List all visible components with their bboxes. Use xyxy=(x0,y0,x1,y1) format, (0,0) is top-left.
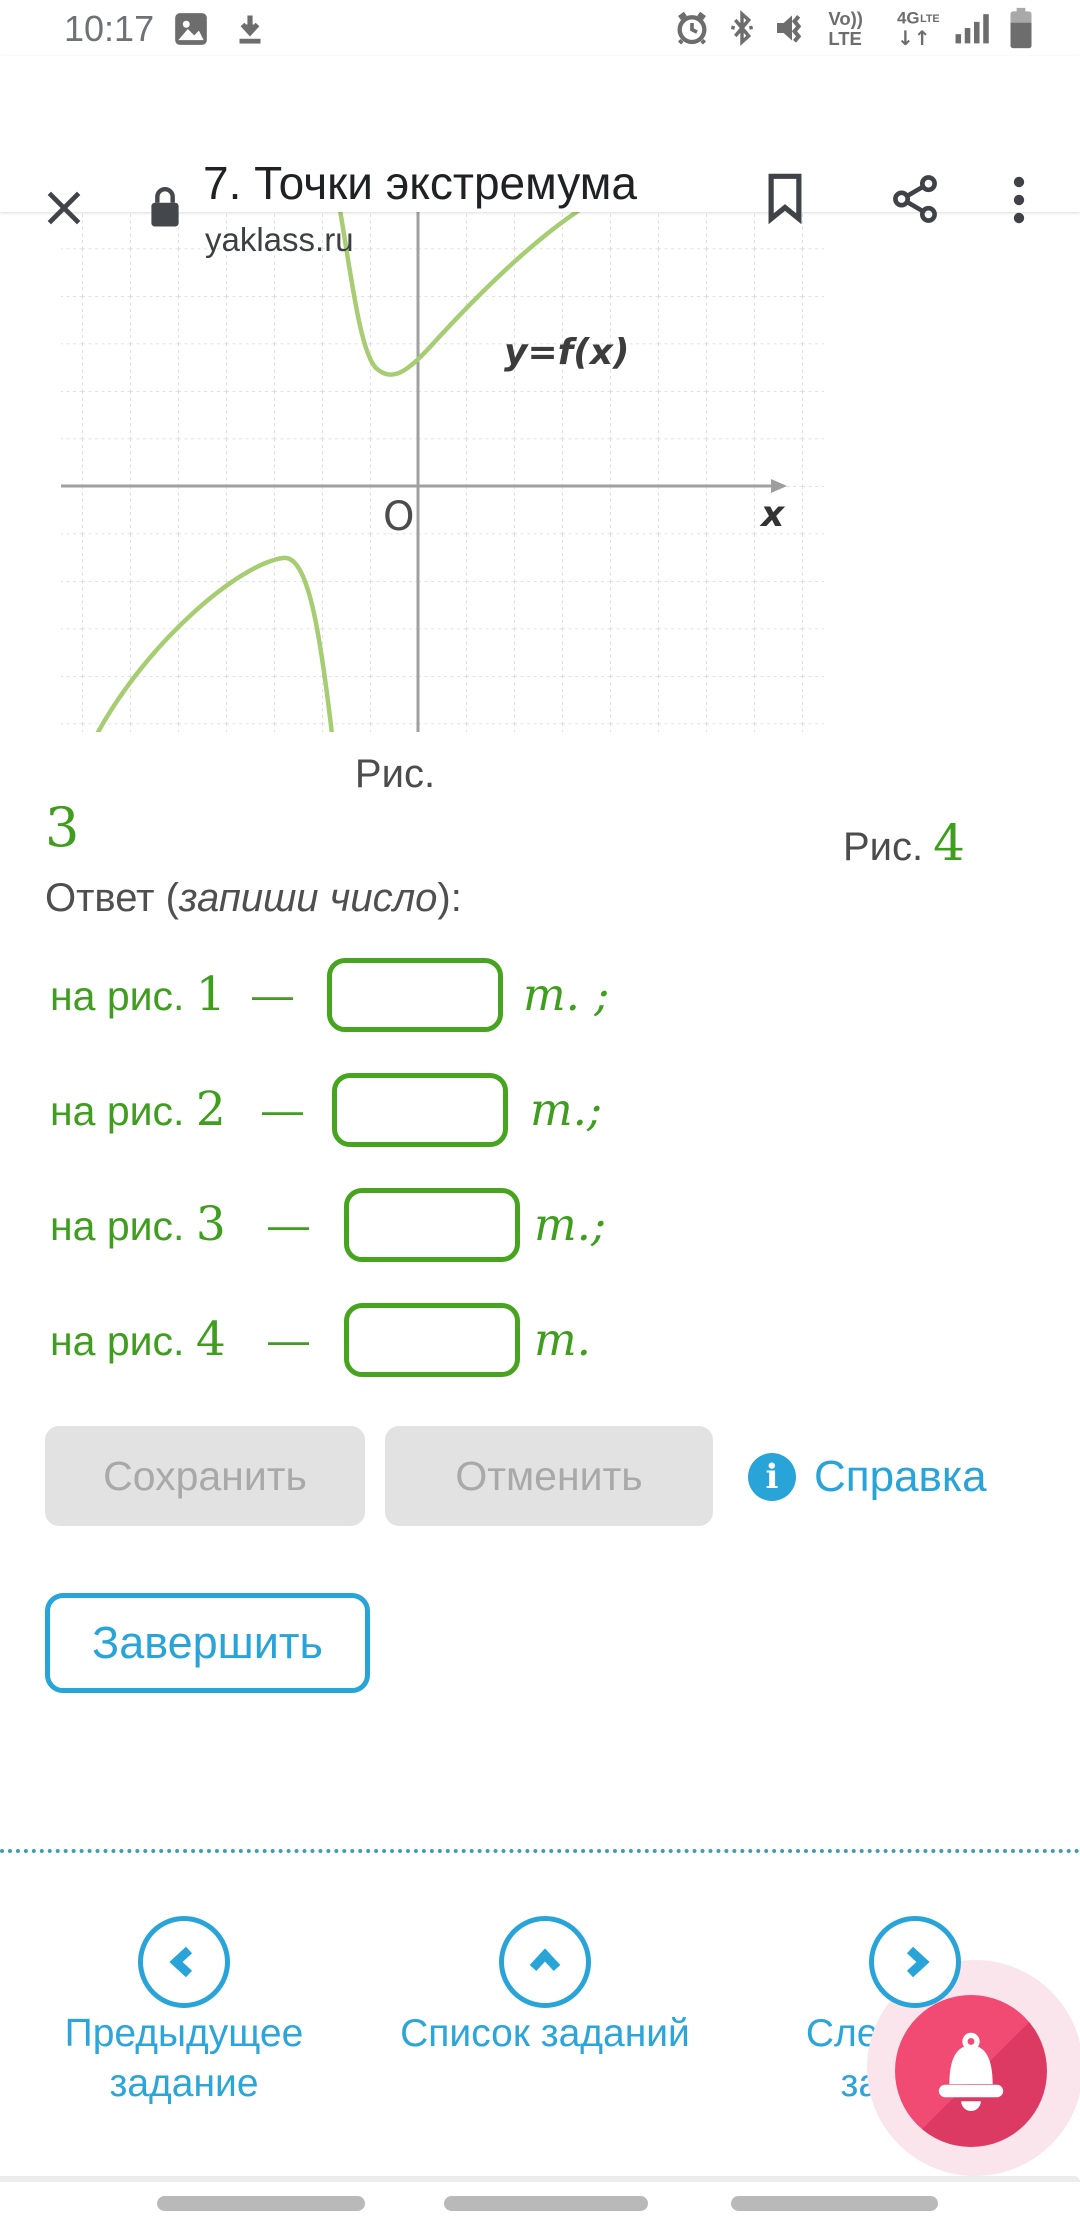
clock-time: 10:17 xyxy=(64,8,155,49)
dash: — xyxy=(268,1317,309,1363)
lock-icon[interactable] xyxy=(148,184,182,230)
figure3-number: 3 xyxy=(45,796,80,859)
signal-bars-icon xyxy=(955,14,989,44)
function-graph: y=f(x) O x xyxy=(61,212,824,732)
volte-icon: Vo)) LTE xyxy=(828,8,863,48)
row-unit: т.; xyxy=(530,1083,603,1136)
row-label: на рис. 4 xyxy=(50,1312,226,1367)
previous-task-label-line1[interactable]: Предыдущее xyxy=(64,2012,304,2055)
svg-text:Vo)): Vo)) xyxy=(828,8,863,29)
finish-button[interactable]: Завершить xyxy=(45,1593,370,1693)
photo-icon xyxy=(175,13,207,45)
row-unit: т. ; xyxy=(523,968,610,1021)
answer-prompt: Ответ (запиши число): xyxy=(45,876,462,920)
4g-lte-icon: 4G LTE ↓↑ xyxy=(897,8,940,48)
row-unit: т.; xyxy=(534,1198,607,1251)
bottom-bar-pill xyxy=(444,2196,648,2211)
row-unit: т. xyxy=(534,1313,591,1366)
previous-task-label-line2[interactable]: задание xyxy=(109,2062,259,2105)
info-icon: i xyxy=(748,1453,796,1501)
row-label: на рис. 3 xyxy=(50,1197,226,1252)
origin-label: O xyxy=(383,494,414,540)
status-bar: 10:17 Vo)) LTE xyxy=(0,0,1080,56)
notifications-bell-button[interactable] xyxy=(895,1995,1047,2147)
row-label: на рис. 1 xyxy=(50,967,226,1022)
x-axis-arrow xyxy=(771,479,787,493)
graph-grid xyxy=(61,212,824,732)
answer-row-2: на рис. 2 — т.; xyxy=(0,1073,700,1147)
previous-task-button[interactable] xyxy=(138,1916,230,2008)
vibrate-mute-icon xyxy=(777,15,802,43)
figure4-caption: Рис. 4 xyxy=(843,814,965,872)
svg-text:LTE: LTE xyxy=(920,13,940,25)
dash: — xyxy=(252,972,293,1018)
figure4-number: 4 xyxy=(933,814,965,872)
next-task-button[interactable] xyxy=(869,1916,961,2008)
dash: — xyxy=(268,1202,309,1248)
dash: — xyxy=(262,1087,303,1133)
answer-row-1: на рис. 1 — т. ; xyxy=(0,958,700,1032)
bottom-strip xyxy=(0,2176,1080,2220)
browser-header: 7. Точки экстремума yaklass.ru xyxy=(0,56,1080,258)
figure-caption: Рис. xyxy=(354,752,436,796)
bookmark-icon[interactable] xyxy=(764,172,806,224)
bluetooth-icon xyxy=(730,10,754,46)
answer-input-4[interactable] xyxy=(344,1303,520,1377)
x-axis-label: x xyxy=(759,494,786,535)
bell-icon xyxy=(938,2032,1004,2112)
cancel-button[interactable]: Отменить xyxy=(385,1426,713,1526)
task-list-button[interactable] xyxy=(499,1916,591,2008)
curve-lower-branch xyxy=(95,555,335,732)
chevron-up-icon xyxy=(529,1948,561,1972)
bottom-bar-pill xyxy=(157,2196,365,2211)
figure4-caption-text: Рис. xyxy=(843,825,924,869)
svg-text:LTE: LTE xyxy=(828,28,861,48)
answer-input-1[interactable] xyxy=(327,958,503,1032)
answer-row-3: на рис. 3 — т.; xyxy=(0,1188,700,1262)
curve-upper-branch xyxy=(338,212,581,377)
chevron-left-icon xyxy=(169,1946,193,1978)
overflow-menu-icon[interactable] xyxy=(1008,174,1030,226)
svg-text:↓↑: ↓↑ xyxy=(897,26,931,48)
chevron-right-icon xyxy=(906,1946,930,1978)
task-list-label[interactable]: Список заданий xyxy=(400,2012,690,2055)
page-title: 7. Точки экстремума xyxy=(203,157,637,209)
share-icon[interactable] xyxy=(890,174,940,224)
dotted-divider xyxy=(0,1849,1080,1853)
download-icon xyxy=(239,15,261,44)
help-label: Справка xyxy=(814,1452,987,1501)
row-label: на рис. 2 xyxy=(50,1082,226,1137)
strip-top-line xyxy=(0,2176,1080,2182)
answer-input-2[interactable] xyxy=(332,1073,508,1147)
battery-icon xyxy=(1010,7,1032,49)
svg-text:4G: 4G xyxy=(897,8,920,27)
curve-label: y=f(x) xyxy=(504,332,629,373)
close-icon[interactable] xyxy=(42,186,86,230)
bottom-bar-pill xyxy=(731,2196,938,2211)
answer-input-3[interactable] xyxy=(344,1188,520,1262)
answer-row-4: на рис. 4 — т. xyxy=(0,1303,700,1377)
alarm-icon xyxy=(677,11,707,45)
save-button[interactable]: Сохранить xyxy=(45,1426,365,1526)
page-url: yaklass.ru xyxy=(205,221,354,258)
help-link[interactable]: i Справка xyxy=(748,1452,987,1502)
